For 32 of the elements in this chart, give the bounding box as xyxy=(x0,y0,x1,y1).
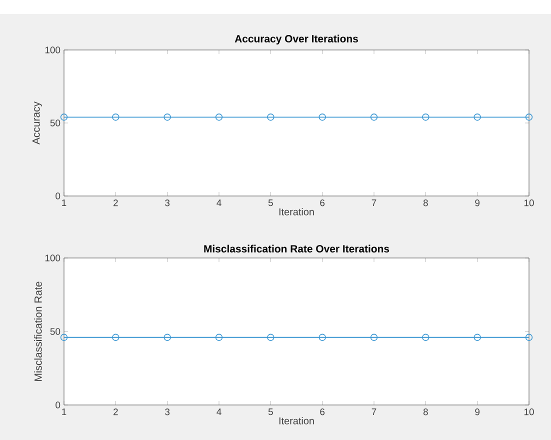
x-tick-label: 9 xyxy=(475,408,480,416)
chart-title: Accuracy Over Iterations xyxy=(234,34,358,44)
y-axis-title: Misclassification Rate xyxy=(34,282,42,381)
y-tick-label: 100 xyxy=(45,254,60,262)
x-tick-label: 1 xyxy=(62,200,66,206)
y-tick-label: 100 xyxy=(45,46,60,54)
y-tick-label: 50 xyxy=(50,120,60,126)
chart-title: Misclassification Rate Over Iterations xyxy=(204,244,390,252)
x-tick-label: 8 xyxy=(423,200,428,206)
x-tick-label: 2 xyxy=(114,408,118,416)
y-tick-label: 0 xyxy=(56,192,60,200)
x-tick-label: 3 xyxy=(165,200,170,206)
y-tick-label: 0 xyxy=(56,402,60,408)
x-tick-label: 7 xyxy=(372,408,376,416)
x-tick-label: 1 xyxy=(62,408,66,416)
x-tick-label: 5 xyxy=(268,408,273,416)
x-tick-label: 5 xyxy=(268,200,273,206)
x-tick-label: 7 xyxy=(372,200,376,206)
x-tick-label: 9 xyxy=(475,200,480,206)
x-tick-label: 4 xyxy=(216,200,222,206)
x-tick-label: 10 xyxy=(524,408,534,416)
y-axis-title: Accuracy xyxy=(32,102,42,144)
x-tick-label: 3 xyxy=(165,408,170,416)
x-axis-title: Iteration xyxy=(279,417,314,424)
x-tick-label: 2 xyxy=(114,200,118,206)
x-tick-label: 8 xyxy=(423,408,428,416)
x-tick-label: 6 xyxy=(320,408,325,416)
x-axis-title: Iteration xyxy=(279,208,314,216)
x-tick-label: 6 xyxy=(320,200,325,206)
y-tick-label: 50 xyxy=(50,328,60,335)
x-tick-label: 4 xyxy=(216,408,222,416)
x-tick-label: 10 xyxy=(524,200,534,206)
